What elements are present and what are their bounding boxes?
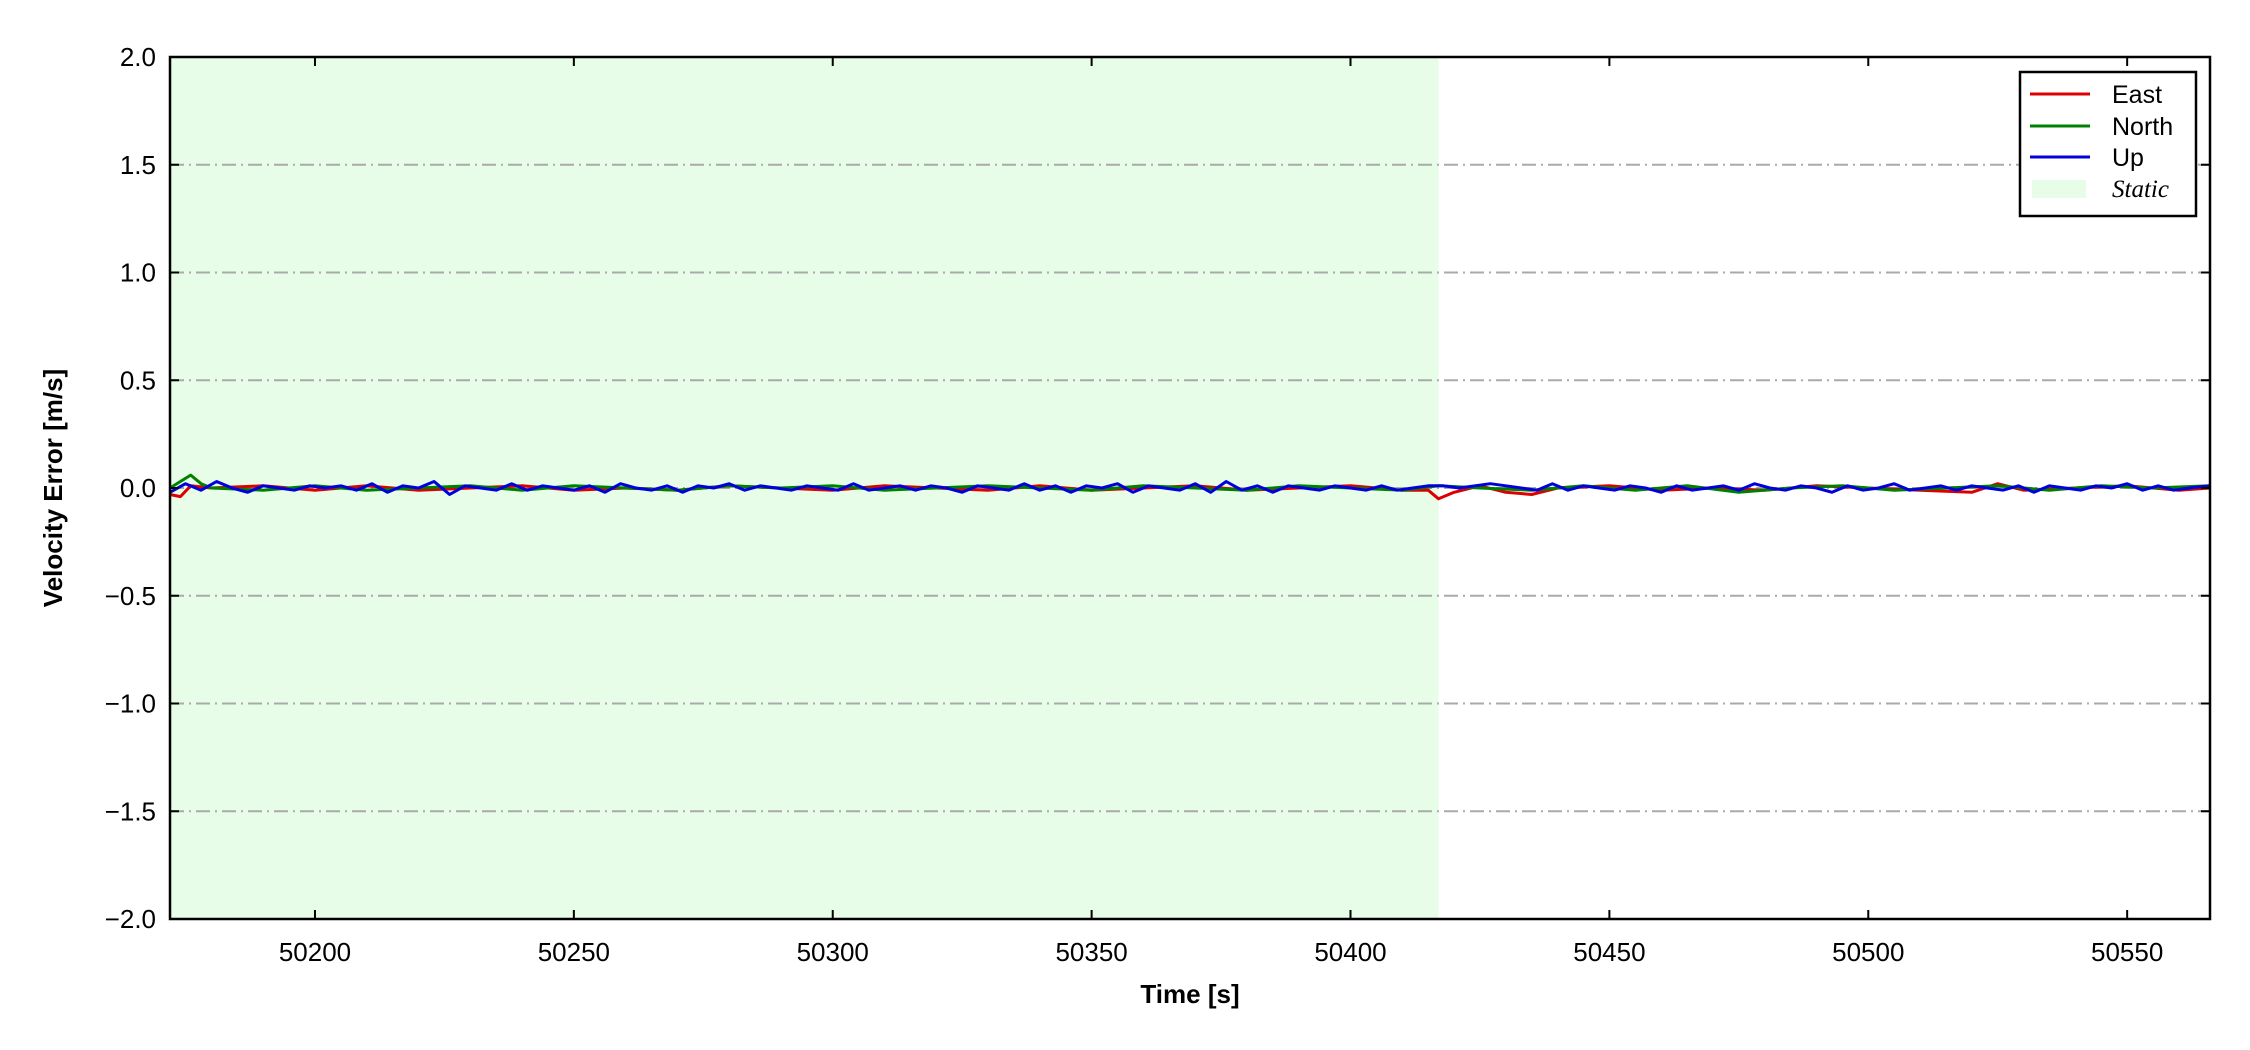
y-axis-title: Velocity Error [m/s] — [38, 369, 68, 607]
series-layer — [169, 473, 2211, 501]
y-tick-label: 1.0 — [120, 258, 156, 288]
legend: East North Up Static — [2018, 70, 2198, 218]
legend-east-label: East — [2112, 81, 2162, 109]
x-tick-label: 50300 — [797, 937, 869, 967]
y-tick-label: 0.0 — [120, 473, 156, 503]
y-tick-label: 1.5 — [120, 150, 156, 180]
x-tick-label: 50500 — [1832, 937, 1904, 967]
legend-static-swatch — [2032, 180, 2086, 198]
legend-north-label: North — [2112, 113, 2173, 141]
x-tick-label: 50400 — [1314, 937, 1386, 967]
x-tick-label: 50200 — [279, 937, 351, 967]
series-line-north — [169, 473, 2211, 494]
y-tick-label: 0.5 — [120, 365, 156, 395]
x-tick-label: 50550 — [2091, 937, 2163, 967]
series-line-up — [169, 480, 2211, 496]
y-tick-label: −2.0 — [105, 904, 156, 934]
x-tick-label: 50350 — [1055, 937, 1127, 967]
y-tick-label: −1.5 — [105, 796, 156, 826]
y-tick-label: 2.0 — [120, 42, 156, 72]
legend-static-label: Static — [2112, 176, 2169, 203]
ticks-layer: 50200 50250 50300 50350 50400 50450 50500 50550… — [105, 42, 2210, 967]
y-tick-label: −1.0 — [105, 689, 156, 719]
legend-up-label: Up — [2112, 144, 2144, 172]
x-axis-title: Time [s] — [1140, 979, 1239, 1009]
y-tick-label: −0.5 — [105, 581, 156, 611]
x-tick-label: 50450 — [1573, 937, 1645, 967]
x-tick-label: 50250 — [538, 937, 610, 967]
